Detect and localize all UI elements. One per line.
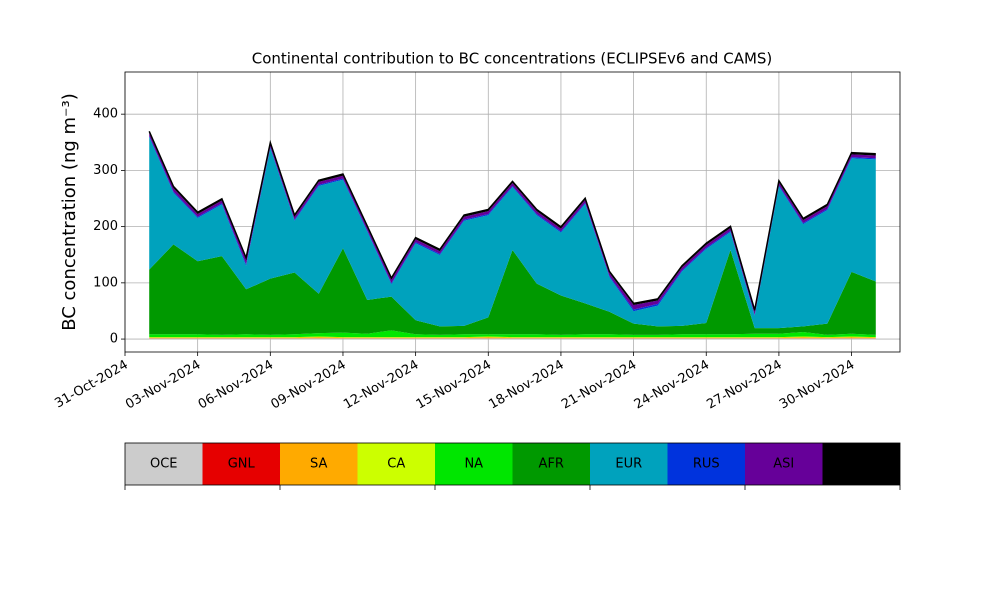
- legend-label: AFR: [539, 457, 564, 472]
- x-tick-label: 24-Nov-2024: [632, 358, 712, 413]
- legend-label: ASI: [773, 457, 794, 472]
- legend-swatch: [590, 443, 668, 485]
- y-axis-label: BC concentration (ng m⁻³): [59, 93, 80, 331]
- x-tick-label: 27-Nov-2024: [704, 358, 784, 413]
- area-oce: [149, 338, 876, 340]
- x-tick-label: 18-Nov-2024: [486, 358, 566, 413]
- x-tick-label: 06-Nov-2024: [196, 358, 276, 413]
- x-tick-label: 30-Nov-2024: [777, 358, 857, 413]
- plot-frame: [124, 71, 901, 353]
- y-tick-label: 400: [93, 107, 118, 122]
- legend-swatch: [435, 443, 513, 485]
- legend-label: OCE: [150, 457, 178, 472]
- area-na: [149, 330, 876, 338]
- x-tick-label: 21-Nov-2024: [559, 358, 639, 413]
- x-tick-label: 12-Nov-2024: [341, 358, 421, 413]
- legend-frame: [124, 442, 901, 486]
- legend-swatch: [667, 443, 745, 485]
- chart-title: Continental contribution to BC concentra…: [252, 50, 773, 68]
- legend-swatch: [125, 443, 203, 485]
- legend-label: RUS: [693, 457, 720, 472]
- legend-swatch: [202, 443, 280, 485]
- legend-swatch: [512, 443, 590, 485]
- legend-label: CA: [387, 457, 405, 472]
- legend-swatch: [357, 443, 435, 485]
- legend-swatch: [280, 443, 358, 485]
- legend-swatch: [745, 443, 823, 485]
- x-tick-label: 15-Nov-2024: [414, 358, 494, 413]
- y-tick-label: 300: [93, 163, 118, 178]
- legend-label: AUS: [848, 457, 875, 472]
- legend-label: NA: [464, 457, 483, 472]
- legend-label: SA: [310, 457, 327, 472]
- x-tick-label: 31-Oct-2024: [52, 358, 130, 412]
- legend-label: EUR: [615, 457, 642, 472]
- x-tick-label: 09-Nov-2024: [268, 358, 348, 413]
- y-tick-label: 0: [110, 332, 118, 347]
- total-outline: [148, 131, 876, 311]
- area-eur: [149, 136, 876, 329]
- area-afr: [149, 244, 876, 335]
- y-tick-label: 100: [93, 275, 118, 290]
- y-tick-label: 200: [93, 219, 118, 234]
- legend-swatch: [822, 443, 900, 485]
- legend-label: GNL: [228, 457, 256, 472]
- x-tick-label: 03-Nov-2024: [123, 358, 203, 413]
